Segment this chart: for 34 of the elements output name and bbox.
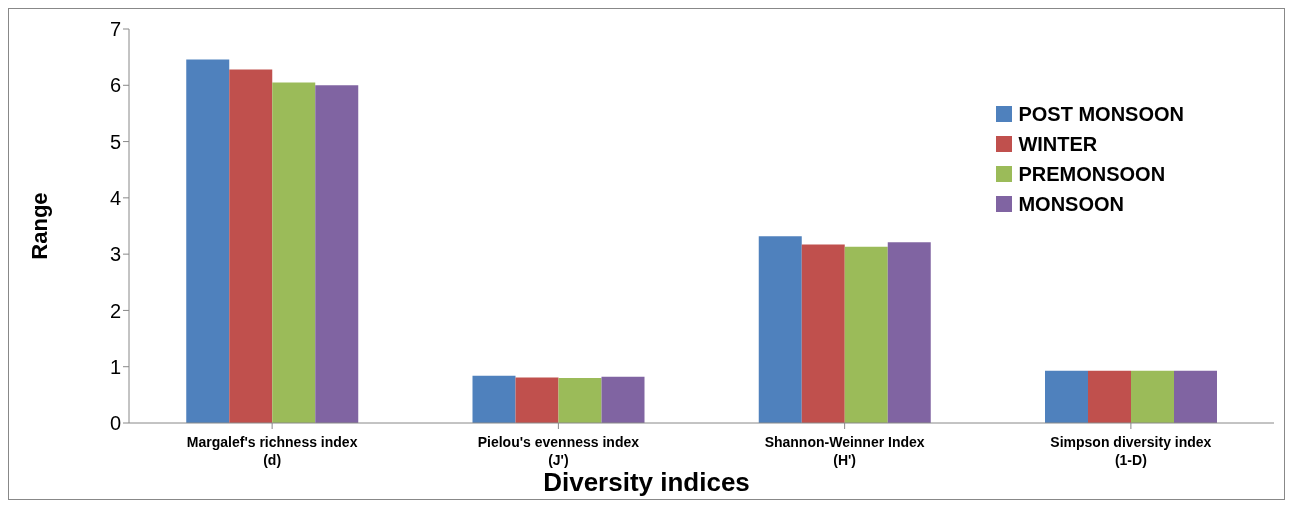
y-tick-label: 3 — [109, 243, 121, 266]
bar — [272, 82, 316, 423]
y-tick-label: 1 — [109, 355, 121, 378]
x-tick-label: Simpson diversity index (1-D) — [1050, 434, 1212, 468]
bar — [1045, 370, 1088, 423]
bar — [801, 244, 845, 423]
bar — [186, 59, 230, 423]
bar — [1174, 370, 1217, 423]
y-tick-label: 5 — [109, 130, 121, 153]
y-tick-label: 7 — [109, 18, 121, 41]
x-tick-label: Shannon-Weinner Index (H') — [764, 434, 925, 468]
bar — [472, 375, 516, 423]
y-tick-label: 6 — [109, 74, 121, 97]
bar — [229, 69, 273, 423]
x-axis-title: Diversity indices — [542, 467, 751, 497]
y-tick-label: 2 — [109, 299, 121, 322]
bar — [1131, 370, 1174, 423]
legend-label: POST MONSOON — [1018, 102, 1184, 127]
bar — [887, 242, 931, 423]
legend-label: WINTER — [1018, 132, 1098, 157]
bar — [315, 85, 359, 423]
bar — [515, 377, 559, 423]
bar — [1088, 370, 1131, 423]
legend-label: PREMONSOON — [1018, 162, 1166, 187]
bar — [844, 246, 888, 423]
bar — [558, 377, 602, 423]
x-tick-label: Margalef's richness index (d) — [186, 434, 358, 468]
x-tick-label: Pielou's evenness index (J') — [477, 434, 640, 468]
bar — [758, 236, 802, 423]
y-axis-title: Range — [26, 192, 52, 260]
y-tick-label: 4 — [109, 186, 121, 209]
bar — [601, 376, 645, 423]
y-tick-label: 0 — [109, 412, 121, 435]
legend-label: MONSOON — [1018, 192, 1124, 217]
